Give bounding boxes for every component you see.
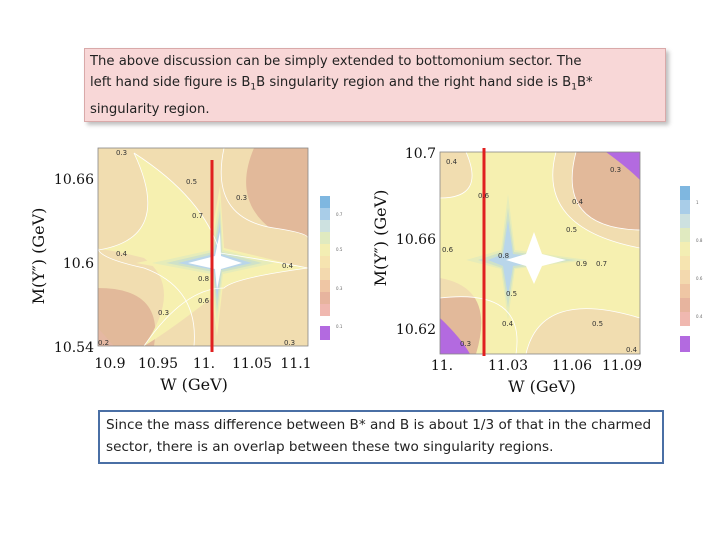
right-contour-label: 0.4 <box>572 198 584 206</box>
right-x-axis-label: W (GeV) <box>508 377 576 396</box>
top-text-line-2-part-b: B singularity region and the right hand … <box>256 75 572 90</box>
left-xtick: 11.1 <box>280 356 311 372</box>
right-contour-label: 0.4 <box>626 346 638 354</box>
left-x-axis-label: W (GeV) <box>160 375 228 394</box>
left-contour-fill <box>98 148 308 346</box>
left-legend-label: 0.7 <box>336 212 343 217</box>
right-contour-label: 0.3 <box>610 166 621 174</box>
top-text-line-1: The above discussion can be simply exten… <box>90 54 582 69</box>
left-y-axis-label: M(Υ″) (GeV) <box>29 208 48 305</box>
subscript-1: 1 <box>250 82 257 93</box>
left-contour-label: 0.6 <box>198 297 210 305</box>
left-xtick: 10.95 <box>138 356 178 372</box>
left-contour-plot: 0.3 0.5 0.3 0.7 0.4 0.4 0.8 0.6 0.3 0.2 … <box>29 147 343 394</box>
right-legend-label: 0.6 <box>696 276 703 281</box>
right-legend: 1 0.8 0.6 0.4 <box>680 186 703 352</box>
right-legend-label: 0.8 <box>696 238 703 243</box>
left-contour-label: 0.3 <box>116 149 127 157</box>
right-contour-label: 0.5 <box>566 226 577 234</box>
left-ytick: 10.54 <box>54 340 94 356</box>
left-contour-label: 0.2 <box>98 339 109 347</box>
top-text-box: The above discussion can be simply exten… <box>84 48 666 122</box>
right-contour-label: 0.5 <box>592 320 603 328</box>
left-contour-label: 0.4 <box>116 250 128 258</box>
right-xtick: 11.06 <box>552 358 592 374</box>
left-ytick: 10.66 <box>54 172 94 188</box>
bottom-text: Since the mass difference between B* and… <box>106 417 652 455</box>
left-contour-label: 0.3 <box>158 309 169 317</box>
right-contour-label: 0.5 <box>506 290 517 298</box>
right-contour-label: 0.8 <box>498 252 509 260</box>
left-plot-frame <box>97 147 309 347</box>
right-legend-label: 1 <box>696 200 699 205</box>
left-ytick: 10.6 <box>63 256 94 272</box>
left-contour-label: 0.5 <box>186 178 197 186</box>
top-text-line-2: left hand side figure is B1B singularity… <box>90 72 660 99</box>
left-contour-label: 0.3 <box>236 194 247 202</box>
top-text-line-2-part-c: B* <box>576 75 593 90</box>
right-legend-label: 0.4 <box>696 314 703 319</box>
right-contour-fill <box>440 152 640 354</box>
left-legend-label: 0.1 <box>336 324 343 329</box>
bottom-text-box: Since the mass difference between B* and… <box>98 410 664 464</box>
left-contour-label: 0.4 <box>282 262 294 270</box>
top-text-line-3: singularity region. <box>90 101 210 117</box>
right-ytick: 10.66 <box>396 232 436 248</box>
right-contour-label: 0.4 <box>502 320 514 328</box>
left-legend-label: 0.3 <box>336 286 343 291</box>
right-contour-label: 0.9 <box>576 260 587 268</box>
right-contour-label: 0.6 <box>442 246 454 254</box>
right-contour-label: 0.6 <box>478 192 490 200</box>
right-contour-label: 0.4 <box>446 158 458 166</box>
right-plot-frame <box>439 151 641 355</box>
right-xtick: 11.03 <box>488 358 528 374</box>
right-ytick: 10.62 <box>396 322 436 338</box>
right-xtick: 11. <box>431 358 453 374</box>
right-contour-plot: 0.4 0.6 0.3 0.4 0.5 0.6 0.8 0.9 0.7 0.5 … <box>371 146 703 396</box>
right-xtick: 11.09 <box>602 358 642 374</box>
left-xtick: 10.9 <box>94 356 125 372</box>
left-contour-label: 0.3 <box>284 339 295 347</box>
left-contour-label: 0.7 <box>192 212 203 220</box>
left-legend-label: 0.5 <box>336 247 343 252</box>
right-ytick: 10.7 <box>405 146 436 162</box>
left-legend: 0.7 0.5 0.3 0.1 <box>320 196 343 340</box>
subscript-2: 1 <box>571 82 577 93</box>
left-xtick: 11.05 <box>232 356 272 372</box>
right-contour-label: 0.3 <box>460 340 471 348</box>
top-text-line-2-part-a: left hand side figure is B <box>90 75 251 90</box>
left-xtick: 11. <box>193 356 215 372</box>
right-contour-label: 0.7 <box>596 260 607 268</box>
left-contour-label: 0.8 <box>198 275 209 283</box>
right-y-axis-label: M(Υ″) (GeV) <box>371 190 390 287</box>
